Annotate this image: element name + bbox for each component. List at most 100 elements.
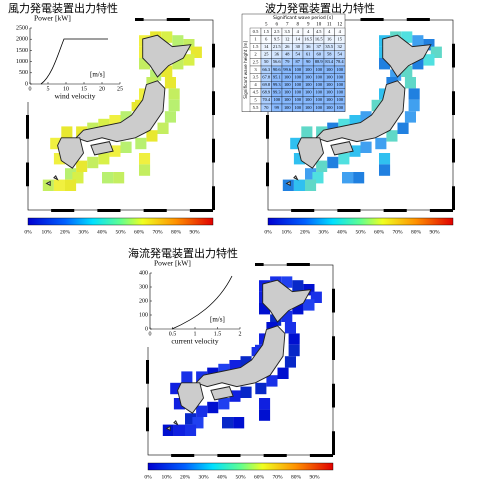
y-tick-label: 1000 — [16, 59, 28, 65]
frame-band — [212, 43, 215, 68]
frame-band — [26, 115, 29, 139]
panel-title: 風力発電装置出力特性 — [8, 1, 118, 15]
frame-band — [51, 209, 75, 212]
frame-band — [212, 138, 215, 163]
frame-band — [452, 91, 455, 115]
table-value: 56.6 — [273, 59, 281, 64]
grid-cell — [282, 179, 294, 192]
colorbar-label: 0% — [264, 229, 272, 235]
grid-cell — [120, 111, 132, 123]
column-header: 5 — [265, 23, 268, 28]
grid-cell — [259, 398, 271, 410]
colorbar-label: 40% — [217, 474, 228, 480]
inset-chart: 0 0.5 1 1.5 2 0 100 200 300 400 Power [kW] current … — [120, 259, 255, 347]
table-value: 54 — [296, 52, 301, 57]
table-value: 100 — [284, 74, 291, 79]
grid-cell — [401, 31, 413, 43]
table-value: 70 — [264, 105, 269, 110]
column-title: Significant wave period [s] — [273, 15, 333, 21]
x-tick-label: 20 — [99, 86, 105, 92]
grid-cell — [305, 179, 317, 192]
colorbar-label: 80% — [171, 229, 182, 235]
table-value: 100 — [326, 90, 333, 95]
table-value: 69.8 — [262, 82, 270, 87]
table-value: 12 — [285, 36, 289, 41]
grid-cell — [229, 390, 241, 402]
unit-label: [m/s] — [210, 316, 225, 324]
grid-cell — [61, 126, 73, 138]
colorbar-label: 70% — [392, 229, 403, 235]
table-value: 100 — [336, 90, 343, 95]
colorbar-label: 70% — [272, 474, 283, 480]
row-header: 1.5 — [253, 44, 259, 49]
colorbar-label: 90% — [189, 229, 200, 235]
grid-cell — [76, 160, 88, 172]
column-header: 12 — [337, 23, 343, 28]
grid-cell — [190, 46, 202, 58]
table-value: 4 — [307, 29, 310, 34]
frame-band — [212, 186, 215, 210]
grid-cell — [139, 153, 151, 165]
land — [177, 382, 205, 414]
grid-cell — [288, 333, 300, 345]
row-header: 3 — [254, 67, 257, 72]
table-value: 37 — [317, 44, 322, 49]
table-value: 79 — [285, 59, 290, 64]
table-value: 25 — [264, 52, 269, 57]
table-value: 100 — [315, 82, 322, 87]
table-value: 61 — [306, 52, 310, 57]
table-value: 100 — [305, 90, 312, 95]
grid-cell — [251, 344, 263, 357]
grid-cell — [102, 172, 114, 184]
table-value: 32 — [338, 44, 342, 49]
x-tick-label: 15 — [81, 86, 87, 92]
colorbar-label: 80% — [411, 229, 422, 235]
grid-cell — [218, 363, 230, 376]
grid-cell — [390, 69, 402, 81]
colorbar-label: 20% — [60, 229, 71, 235]
row-header: 2 — [254, 52, 257, 57]
table-value: 66.3 — [262, 67, 270, 72]
land — [293, 174, 299, 181]
x-tick-label: 5 — [47, 86, 50, 92]
table-value: 70.4 — [262, 97, 270, 102]
inset-background — [120, 259, 255, 347]
panel: 0% 10% 20% 30% 40% 50% 60% 70% 80% 90%海流発電装置出力特性0… — [120, 246, 335, 480]
table-value: 100 — [305, 97, 312, 102]
grid-cell — [430, 46, 442, 58]
grid-cell — [53, 179, 65, 192]
table-value: 48 — [285, 52, 290, 57]
table-value: 14 — [264, 44, 269, 49]
row-header: 3.5 — [253, 74, 259, 79]
column-header: 8 — [297, 23, 300, 28]
table-value: 6 — [265, 36, 268, 41]
row-header: 4 — [254, 82, 257, 87]
colorbar-label: 60% — [374, 229, 385, 235]
table-value: 100 — [326, 97, 333, 102]
table-value: 90.6 — [273, 67, 281, 72]
grid-cell — [161, 65, 173, 77]
table-value: 100 — [294, 82, 301, 87]
colorbar-label: 10% — [41, 229, 52, 235]
table-value: 14 — [296, 36, 301, 41]
frame-band — [383, 209, 407, 212]
grid-cell — [98, 153, 110, 165]
table-value: 21.5 — [273, 44, 281, 49]
table-value: 100 — [326, 105, 333, 110]
table-value: 4.5 — [316, 29, 322, 34]
grid-cell — [292, 303, 304, 315]
grid-cell — [162, 424, 174, 436]
table-value: 100 — [315, 67, 322, 72]
land — [142, 34, 192, 78]
grid-cell — [181, 371, 193, 383]
frame-band — [189, 209, 213, 212]
grid-cell — [192, 417, 204, 429]
grid-cell — [379, 164, 391, 176]
grid-cell — [281, 276, 293, 288]
colorbar-label: 40% — [97, 229, 108, 235]
x-axis-title: wind velocity — [54, 92, 95, 101]
grid-cell — [135, 137, 147, 150]
x-tick-label: 2 — [239, 331, 242, 337]
table-value: 100 — [294, 74, 301, 79]
grid-cell — [360, 111, 372, 123]
